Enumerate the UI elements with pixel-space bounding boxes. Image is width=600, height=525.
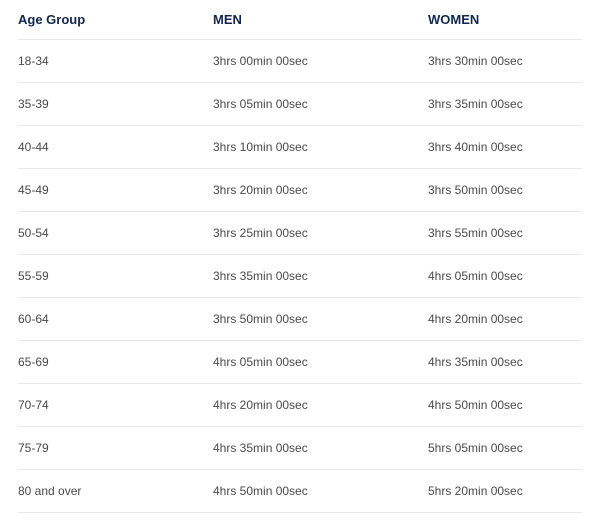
cell-age: 55-59 (18, 269, 213, 283)
table-row: 80 and over 4hrs 50min 00sec 5hrs 20min … (18, 470, 582, 513)
cell-age: 45-49 (18, 183, 213, 197)
table-row: 60-64 3hrs 50min 00sec 4hrs 20min 00sec (18, 298, 582, 341)
cell-age: 60-64 (18, 312, 213, 326)
header-women: WOMEN (428, 12, 582, 27)
cell-age: 35-39 (18, 97, 213, 111)
cell-women: 4hrs 05min 00sec (428, 269, 582, 283)
cell-men: 3hrs 10min 00sec (213, 140, 428, 154)
cell-women: 5hrs 20min 00sec (428, 484, 582, 498)
cell-age: 65-69 (18, 355, 213, 369)
cell-men: 3hrs 20min 00sec (213, 183, 428, 197)
cell-men: 3hrs 05min 00sec (213, 97, 428, 111)
cell-men: 3hrs 50min 00sec (213, 312, 428, 326)
cell-women: 3hrs 30min 00sec (428, 54, 582, 68)
cell-age: 40-44 (18, 140, 213, 154)
cell-men: 4hrs 50min 00sec (213, 484, 428, 498)
cell-age: 70-74 (18, 398, 213, 412)
cell-men: 3hrs 35min 00sec (213, 269, 428, 283)
table-row: 50-54 3hrs 25min 00sec 3hrs 55min 00sec (18, 212, 582, 255)
cell-women: 5hrs 05min 00sec (428, 441, 582, 455)
table-row: 65-69 4hrs 05min 00sec 4hrs 35min 00sec (18, 341, 582, 384)
cell-men: 4hrs 20min 00sec (213, 398, 428, 412)
table-row: 75-79 4hrs 35min 00sec 5hrs 05min 00sec (18, 427, 582, 470)
cell-women: 4hrs 35min 00sec (428, 355, 582, 369)
cell-age: 18-34 (18, 54, 213, 68)
cell-age: 50-54 (18, 226, 213, 240)
cell-women: 4hrs 20min 00sec (428, 312, 582, 326)
cell-men: 4hrs 05min 00sec (213, 355, 428, 369)
cell-women: 3hrs 35min 00sec (428, 97, 582, 111)
table-header-row: Age Group MEN WOMEN (18, 12, 582, 40)
header-men: MEN (213, 12, 428, 27)
cell-age: 75-79 (18, 441, 213, 455)
cell-men: 4hrs 35min 00sec (213, 441, 428, 455)
table-row: 18-34 3hrs 00min 00sec 3hrs 30min 00sec (18, 40, 582, 83)
table-row: 70-74 4hrs 20min 00sec 4hrs 50min 00sec (18, 384, 582, 427)
table-row: 45-49 3hrs 20min 00sec 3hrs 50min 00sec (18, 169, 582, 212)
table-row: 40-44 3hrs 10min 00sec 3hrs 40min 00sec (18, 126, 582, 169)
qualifying-times-table: Age Group MEN WOMEN 18-34 3hrs 00min 00s… (0, 0, 600, 525)
cell-men: 3hrs 25min 00sec (213, 226, 428, 240)
cell-age: 80 and over (18, 484, 213, 498)
table-row: 35-39 3hrs 05min 00sec 3hrs 35min 00sec (18, 83, 582, 126)
header-age-group: Age Group (18, 12, 213, 27)
cell-women: 4hrs 50min 00sec (428, 398, 582, 412)
cell-women: 3hrs 40min 00sec (428, 140, 582, 154)
cell-men: 3hrs 00min 00sec (213, 54, 428, 68)
table-row: 55-59 3hrs 35min 00sec 4hrs 05min 00sec (18, 255, 582, 298)
cell-women: 3hrs 55min 00sec (428, 226, 582, 240)
cell-women: 3hrs 50min 00sec (428, 183, 582, 197)
